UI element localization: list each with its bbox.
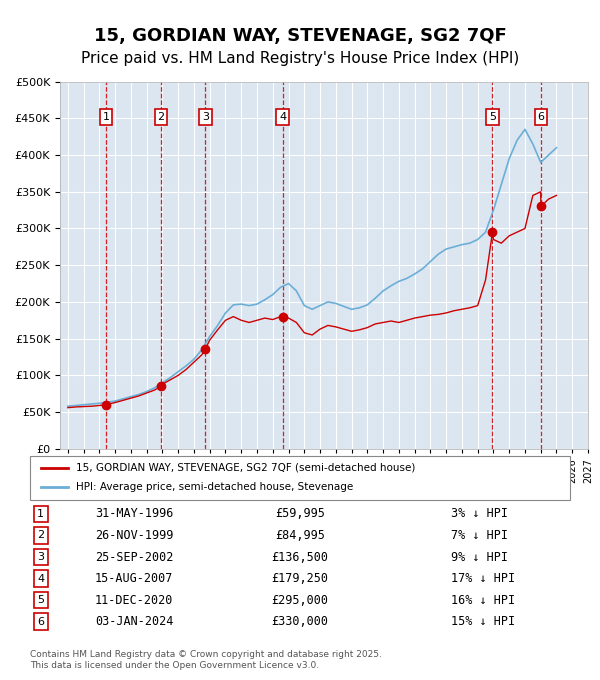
- Text: £295,000: £295,000: [271, 594, 329, 607]
- Text: 25-SEP-2002: 25-SEP-2002: [95, 551, 173, 564]
- Text: £84,995: £84,995: [275, 529, 325, 542]
- FancyBboxPatch shape: [30, 456, 570, 500]
- Text: 1: 1: [37, 509, 44, 519]
- Text: 16% ↓ HPI: 16% ↓ HPI: [451, 594, 515, 607]
- Text: 15, GORDIAN WAY, STEVENAGE, SG2 7QF (semi-detached house): 15, GORDIAN WAY, STEVENAGE, SG2 7QF (sem…: [76, 463, 415, 473]
- Text: 9% ↓ HPI: 9% ↓ HPI: [451, 551, 508, 564]
- Text: HPI: Average price, semi-detached house, Stevenage: HPI: Average price, semi-detached house,…: [76, 482, 353, 492]
- Text: 3: 3: [202, 112, 209, 122]
- Text: £330,000: £330,000: [271, 615, 329, 628]
- Text: 15-AUG-2007: 15-AUG-2007: [95, 572, 173, 585]
- Text: 7% ↓ HPI: 7% ↓ HPI: [451, 529, 508, 542]
- Text: £179,250: £179,250: [271, 572, 329, 585]
- Text: £136,500: £136,500: [271, 551, 329, 564]
- Text: 2: 2: [37, 530, 44, 541]
- Text: 15% ↓ HPI: 15% ↓ HPI: [451, 615, 515, 628]
- Text: 26-NOV-1999: 26-NOV-1999: [95, 529, 173, 542]
- Text: 11-DEC-2020: 11-DEC-2020: [95, 594, 173, 607]
- Text: 15, GORDIAN WAY, STEVENAGE, SG2 7QF: 15, GORDIAN WAY, STEVENAGE, SG2 7QF: [94, 27, 506, 45]
- Text: 4: 4: [37, 573, 44, 583]
- Text: 2: 2: [157, 112, 164, 122]
- Text: 6: 6: [37, 617, 44, 627]
- Text: 1: 1: [103, 112, 110, 122]
- Text: 03-JAN-2024: 03-JAN-2024: [95, 615, 173, 628]
- Text: Price paid vs. HM Land Registry's House Price Index (HPI): Price paid vs. HM Land Registry's House …: [81, 51, 519, 66]
- Text: 17% ↓ HPI: 17% ↓ HPI: [451, 572, 515, 585]
- Text: 3: 3: [37, 552, 44, 562]
- Text: 5: 5: [489, 112, 496, 122]
- Text: 5: 5: [37, 595, 44, 605]
- Text: 4: 4: [279, 112, 286, 122]
- Text: 3% ↓ HPI: 3% ↓ HPI: [451, 507, 508, 520]
- Text: 31-MAY-1996: 31-MAY-1996: [95, 507, 173, 520]
- Text: £59,995: £59,995: [275, 507, 325, 520]
- Text: Contains HM Land Registry data © Crown copyright and database right 2025.
This d: Contains HM Land Registry data © Crown c…: [30, 650, 382, 670]
- Text: 6: 6: [538, 112, 544, 122]
